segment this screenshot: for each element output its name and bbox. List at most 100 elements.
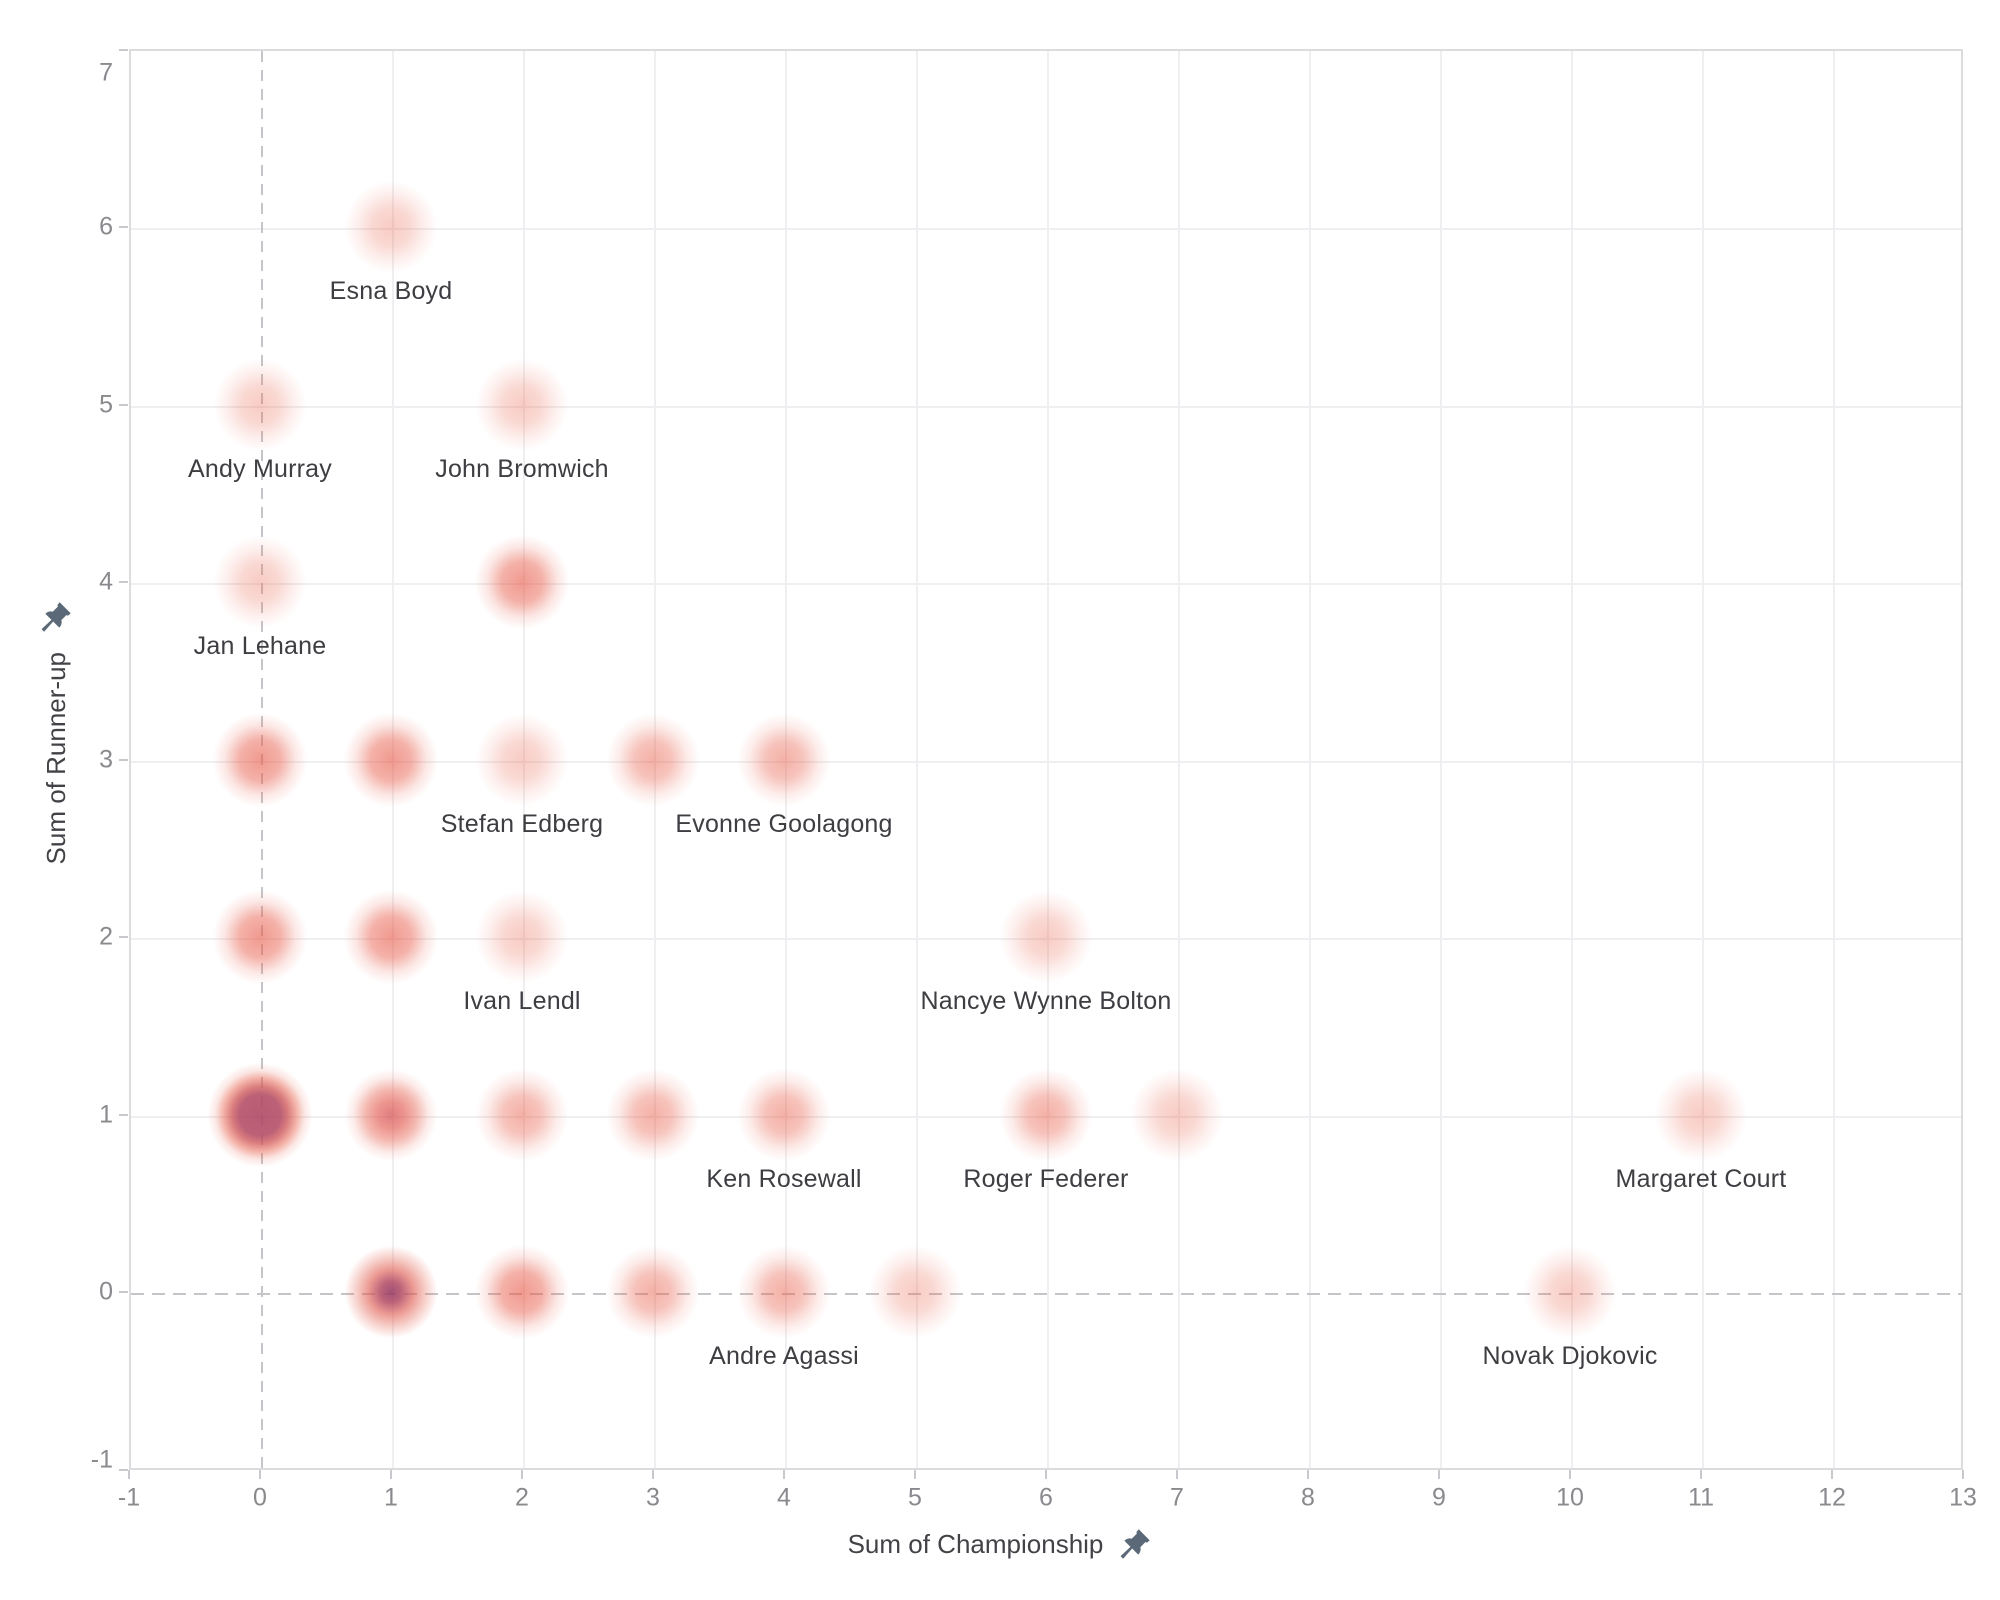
gridline-vertical: [1309, 51, 1311, 1468]
gridline-vertical: [916, 51, 918, 1468]
y-tick-label: 3: [99, 745, 113, 773]
density-mark[interactable]: [447, 684, 597, 835]
density-mark[interactable]: [316, 684, 466, 835]
y-tick-label: 6: [99, 212, 113, 241]
x-tick-mark: [1307, 1470, 1309, 1479]
x-tick-label: 9: [1432, 1483, 1446, 1512]
x-tick-mark: [1831, 1470, 1833, 1479]
y-tick-label: 0: [99, 1277, 113, 1306]
x-tick-label: 4: [777, 1483, 791, 1512]
x-tick-mark: [1962, 1470, 1964, 1479]
y-axis-title-group: Sum of Runner-up: [18, 600, 94, 1000]
y-tick-label: 5: [99, 390, 113, 418]
density-mark[interactable]: [447, 1039, 597, 1190]
gridline-vertical: [1440, 51, 1442, 1468]
density-mark[interactable]: [1495, 1217, 1645, 1367]
density-mark[interactable]: [578, 1039, 728, 1190]
x-tick-mark: [783, 1470, 785, 1479]
mark-label: Novak Djokovic: [1482, 1342, 1658, 1370]
gridline-horizontal: [131, 583, 1961, 585]
density-mark[interactable]: [185, 684, 335, 835]
density-mark[interactable]: [185, 862, 335, 1012]
pin-icon[interactable]: [1118, 1527, 1152, 1561]
y-tick-mark: [119, 1113, 128, 1116]
x-tick-mark: [390, 1470, 392, 1479]
mark-label: Nancye Wynne Bolton: [920, 987, 1172, 1015]
density-mark[interactable]: [709, 1039, 859, 1190]
x-tick-mark: [652, 1470, 654, 1479]
x-tick-label: -1: [117, 1483, 141, 1512]
x-tick-label: 8: [1301, 1483, 1315, 1512]
density-mark[interactable]: [1102, 1039, 1252, 1190]
density-mark[interactable]: [578, 684, 728, 835]
density-mark[interactable]: [185, 507, 335, 657]
gridline-vertical: [1178, 51, 1180, 1468]
x-tick-label: 6: [1039, 1483, 1053, 1512]
gridline-horizontal: [131, 405, 1961, 408]
mark-label: Roger Federer: [963, 1164, 1129, 1193]
y-tick-mark: [119, 1468, 128, 1471]
x-tick-label: 0: [253, 1483, 267, 1512]
x-tick-label: 13: [1949, 1483, 1977, 1512]
density-mark[interactable]: [178, 1032, 342, 1197]
gridline-horizontal: [131, 760, 1961, 763]
x-tick-mark: [914, 1470, 916, 1479]
mark-label: Ken Rosewall: [706, 1164, 862, 1193]
mark-label: Stefan Edberg: [440, 809, 604, 838]
density-mark[interactable]: [840, 1217, 990, 1367]
mark-label: Evonne Goolagong: [675, 809, 893, 838]
y-tick-label: 7: [99, 58, 113, 87]
y-tick-label: 2: [99, 922, 113, 951]
x-tick-label: 11: [1688, 1483, 1714, 1512]
mark-label: Andre Agassi: [709, 1342, 859, 1370]
x-tick-label: 5: [908, 1483, 922, 1512]
zero-line-horizontal: [131, 1293, 1961, 1295]
x-axis-title-group: Sum of Championship: [0, 1527, 2000, 1561]
density-mark[interactable]: [578, 1217, 728, 1367]
y-tick-mark: [119, 48, 128, 51]
density-mark[interactable]: [316, 152, 466, 302]
density-mark[interactable]: [447, 329, 597, 480]
x-tick-mark: [1176, 1470, 1178, 1479]
y-tick-label: -1: [90, 1445, 113, 1474]
gridline-vertical: [1571, 51, 1573, 1468]
y-axis-title: Sum of Runner-up: [41, 652, 71, 865]
y-tick-mark: [119, 758, 128, 761]
y-tick-mark: [119, 1291, 128, 1293]
density-mark[interactable]: [971, 1039, 1121, 1190]
x-tick-label: 12: [1818, 1483, 1846, 1512]
gridline-vertical: [523, 51, 525, 1468]
density-mark[interactable]: [447, 862, 597, 1012]
density-mark[interactable]: [709, 1217, 859, 1367]
gridline-vertical: [1047, 51, 1049, 1468]
pin-icon[interactable]: [39, 600, 73, 634]
x-tick-mark: [1045, 1470, 1047, 1479]
y-tick-mark: [119, 581, 128, 583]
x-tick-label: 10: [1556, 1483, 1584, 1512]
density-mark[interactable]: [316, 1039, 466, 1190]
x-tick-label: 2: [515, 1483, 529, 1512]
x-axis-title: Sum of Championship: [847, 1529, 1104, 1559]
x-tick-mark: [259, 1470, 261, 1479]
gridline-vertical: [1702, 51, 1704, 1468]
mark-label: Jan Lehane: [193, 632, 327, 660]
density-mark[interactable]: [447, 507, 597, 657]
density-mark[interactable]: [185, 329, 335, 480]
density-mark[interactable]: [971, 862, 1121, 1012]
y-tick-mark: [119, 403, 128, 406]
x-tick-label: 3: [646, 1483, 660, 1512]
density-mark[interactable]: [316, 862, 466, 1012]
density-mark[interactable]: [1626, 1039, 1776, 1190]
y-tick-mark: [119, 936, 128, 938]
y-tick-label: 4: [99, 567, 113, 596]
x-tick-mark: [1438, 1470, 1440, 1479]
x-tick-mark: [128, 1470, 130, 1479]
density-mark[interactable]: [709, 684, 859, 835]
x-tick-mark: [1569, 1470, 1571, 1479]
x-tick-label: 1: [384, 1483, 398, 1512]
density-mark[interactable]: [316, 1217, 466, 1367]
mark-label: Ivan Lendl: [463, 987, 581, 1015]
x-tick-mark: [1700, 1470, 1702, 1479]
density-mark[interactable]: [447, 1217, 597, 1367]
